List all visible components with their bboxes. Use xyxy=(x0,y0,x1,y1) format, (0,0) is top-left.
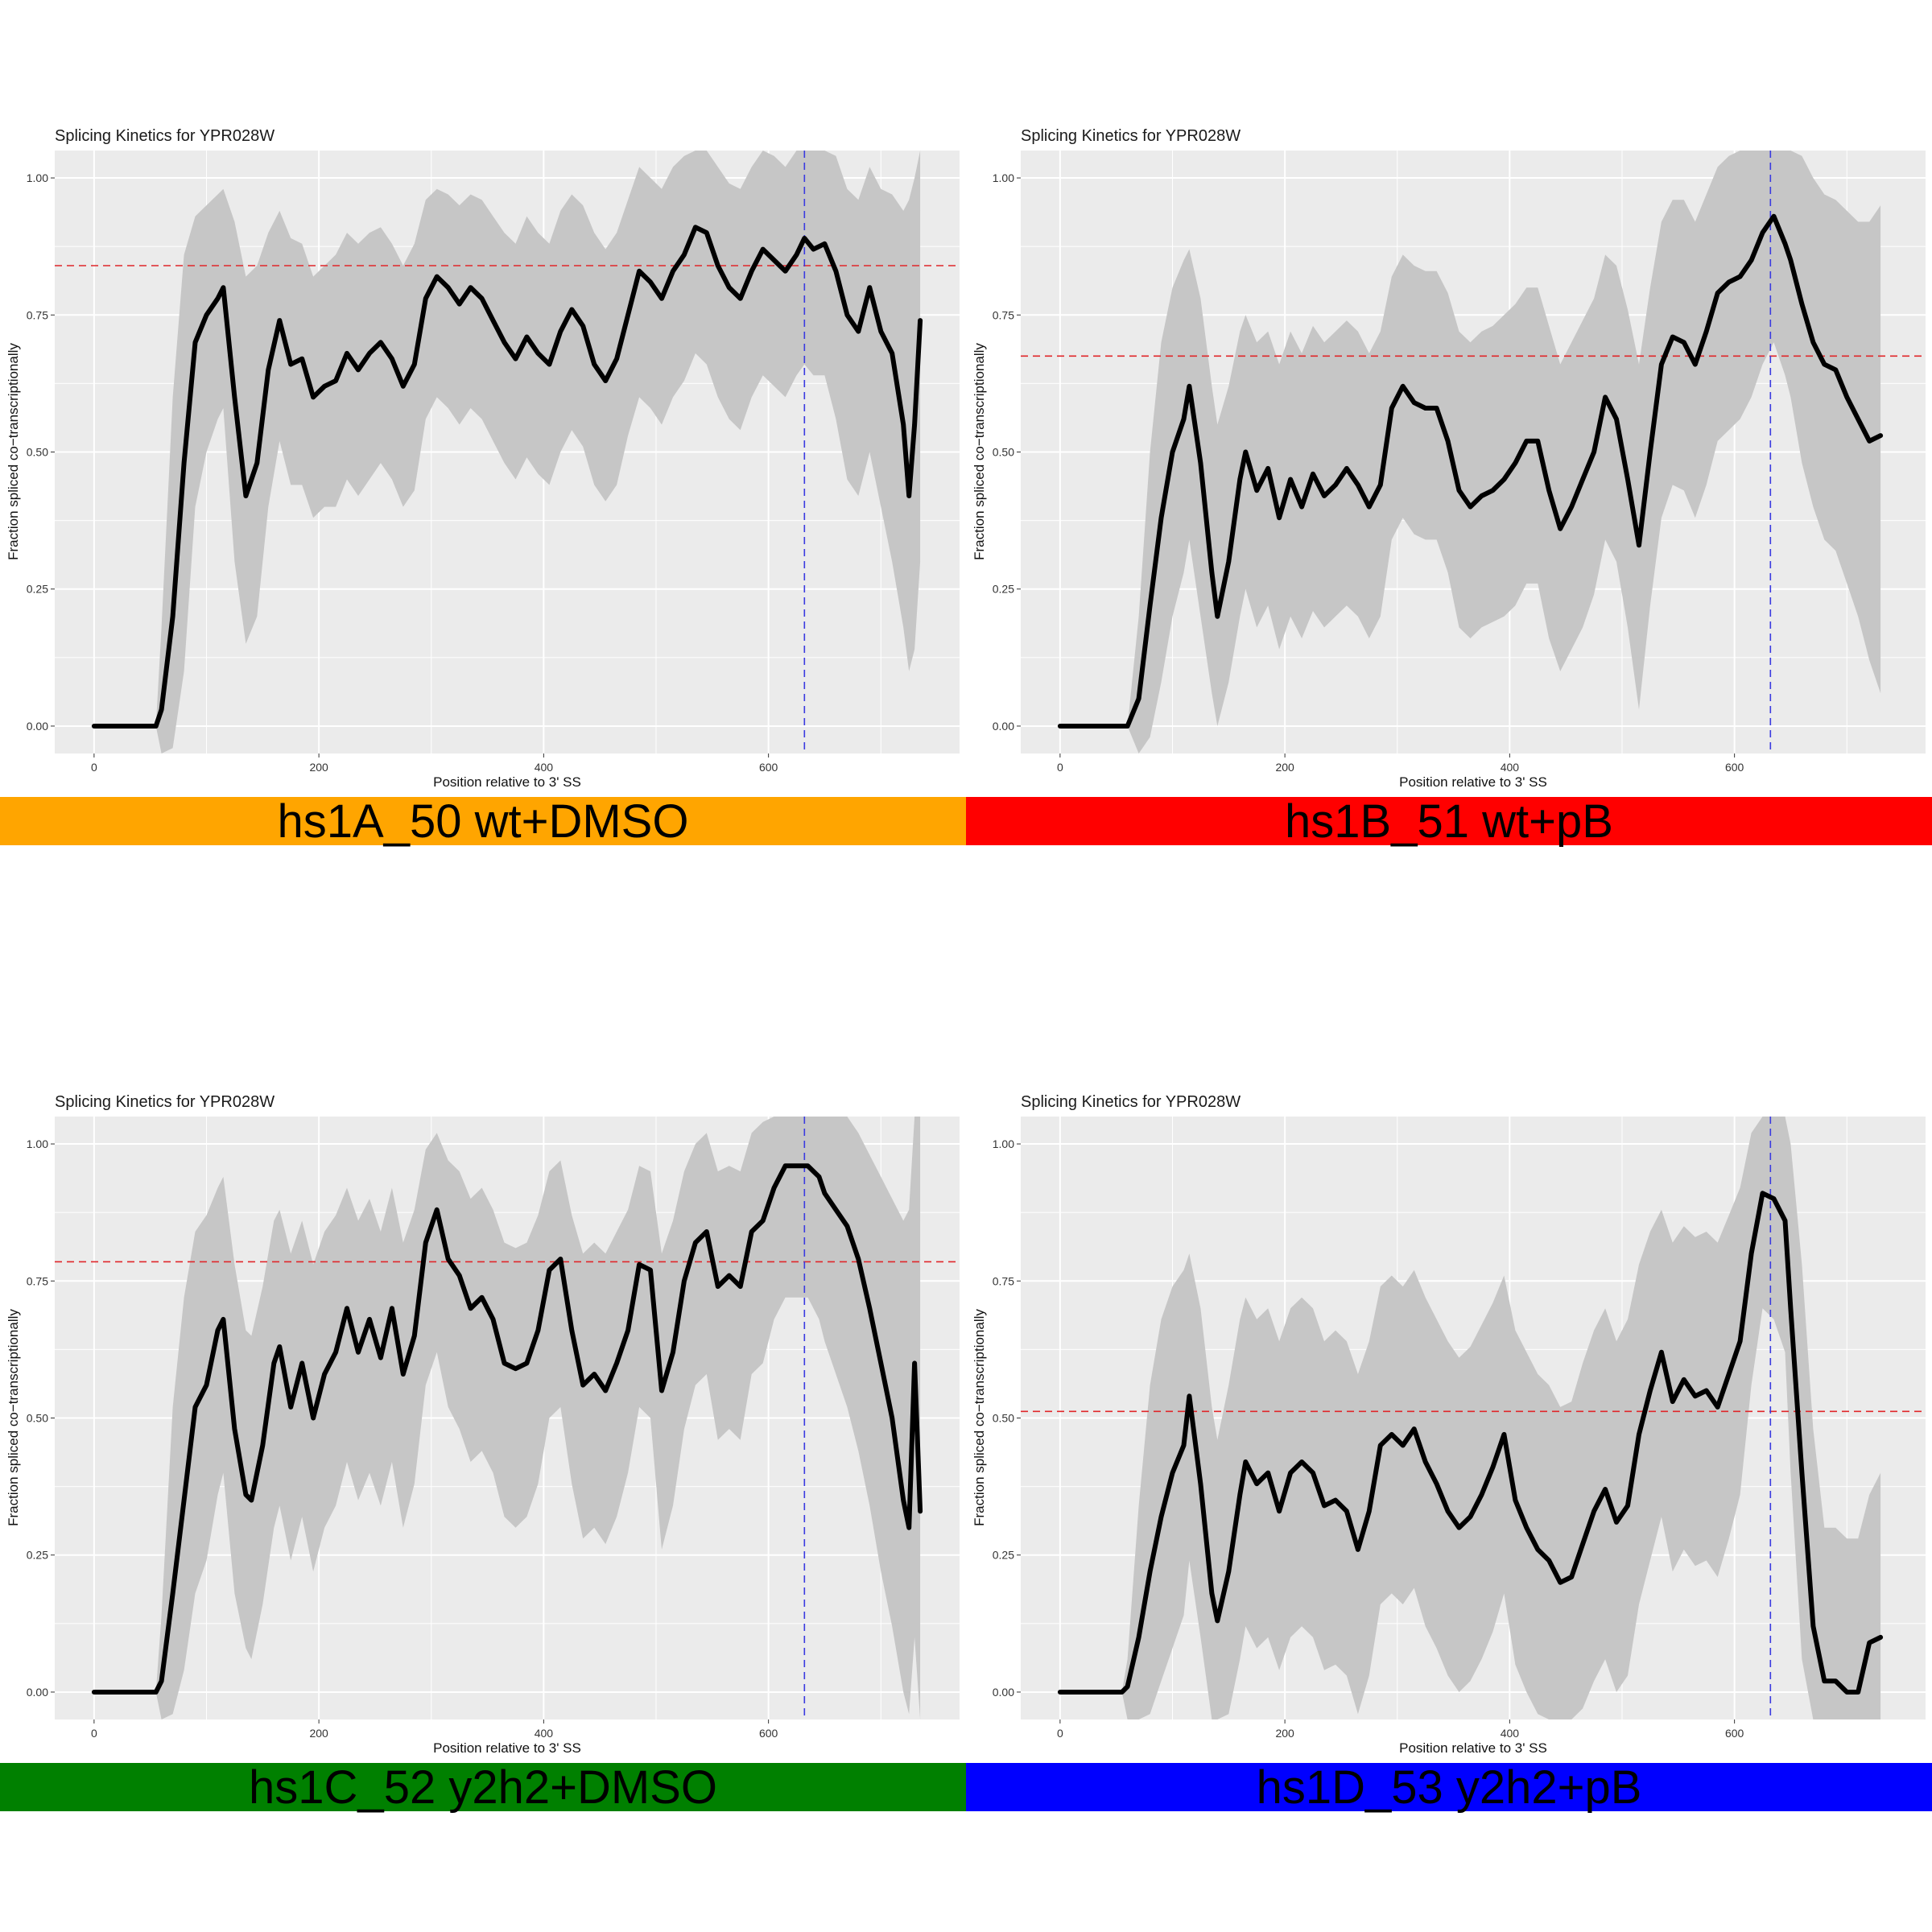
x-tick-label: 400 xyxy=(1501,761,1520,774)
y-tick-label: 1.00 xyxy=(993,1137,1014,1150)
x-tick-labels: 0 200 400 600 xyxy=(91,753,778,774)
y-tick-label: 0.25 xyxy=(993,583,1014,596)
y-tick-labels: 0.00 0.25 0.50 0.75 1.00 xyxy=(993,1137,1021,1699)
y-tick-label: 1.00 xyxy=(27,171,48,184)
chart-hs1d: Splicing Kinetics for YPR028W 0.000.250.… xyxy=(972,1093,1926,1756)
y-tick-label: 1.00 xyxy=(27,1137,48,1150)
x-axis-label: Position relative to 3' SS xyxy=(433,774,581,790)
y-tick-label: 0.00 xyxy=(27,720,48,733)
y-tick-label: 0.00 xyxy=(27,1686,48,1699)
y-tick-label: 0.00 xyxy=(993,720,1014,733)
series-line xyxy=(91,225,923,729)
y-axis-label: Fraction spliced co−transcriptionally xyxy=(6,343,21,560)
y-tick-labels: 0.00 0.25 0.50 0.75 1.00 xyxy=(27,171,55,733)
y-tick-label: 0.75 xyxy=(27,1274,48,1287)
y-tick-label: 0.25 xyxy=(993,1549,1014,1562)
panel-hs1b: Splicing Kinetics for YPR028W 0.00 0.25 0.… xyxy=(966,0,1932,966)
x-tick-label: 600 xyxy=(759,1727,778,1740)
chart-title: Splicing Kinetics for YPR028W xyxy=(1021,127,1241,145)
y-axis-label: Fraction spliced co−transcriptionally xyxy=(6,1309,21,1526)
ci-band-area xyxy=(1059,151,1881,753)
x-tick-label: 600 xyxy=(1725,1727,1744,1740)
chart-hs1c: Splicing Kinetics for YPR028W 0.000.250.… xyxy=(6,1093,960,1756)
chart-hs1a: Splicing Kinetics for YPR028W 0.000.250.… xyxy=(6,127,960,790)
x-tick-labels: 0 200 400 600 xyxy=(1057,1719,1744,1740)
x-tick-label: 400 xyxy=(1501,1727,1520,1740)
y-tick-label: 0.50 xyxy=(27,1412,48,1425)
y-tick-label: 0.50 xyxy=(993,1412,1014,1425)
spliced-fraction-series xyxy=(91,1163,923,1695)
y-tick-label: 0.50 xyxy=(993,446,1014,459)
ci-band-area xyxy=(93,151,921,753)
y-tick-label: 1.00 xyxy=(993,171,1014,184)
chart-hs1b: Splicing Kinetics for YPR028W 0.000.250.… xyxy=(972,127,1926,790)
sample-label-banner: hs1C_52 y2h2+DMSO xyxy=(0,1761,966,1814)
ci-band-area xyxy=(1059,1117,1881,1719)
chart-title: Splicing Kinetics for YPR028W xyxy=(1021,1093,1241,1111)
x-axis-label: Position relative to 3' SS xyxy=(1399,774,1547,790)
panel-hs1a: Splicing Kinetics for YPR028W 0.00 0.25 0.… xyxy=(0,0,966,966)
x-tick-labels: 0 200 400 600 xyxy=(91,1719,778,1740)
y-tick-label: 0.75 xyxy=(27,308,48,321)
x-tick-label: 600 xyxy=(759,761,778,774)
x-tick-label: 200 xyxy=(1275,761,1294,774)
confidence-band xyxy=(1059,1117,1881,1719)
y-axis-label: Fraction spliced co−transcriptionally xyxy=(972,1309,987,1526)
series-line xyxy=(1057,213,1884,729)
panel-hs1d: Splicing Kinetics for YPR028W 0.00 0.25 0.… xyxy=(966,966,1932,1932)
x-tick-label: 200 xyxy=(1275,1727,1294,1740)
chart-title: Splicing Kinetics for YPR028W xyxy=(55,1093,275,1111)
x-axis-label: Position relative to 3' SS xyxy=(1399,1740,1547,1756)
x-tick-label: 0 xyxy=(91,761,97,774)
chart-title: Splicing Kinetics for YPR028W xyxy=(55,127,275,145)
y-tick-label: 0.00 xyxy=(993,1686,1014,1699)
confidence-band xyxy=(1059,151,1881,753)
x-tick-label: 200 xyxy=(309,1727,328,1740)
y-tick-label: 0.25 xyxy=(27,583,48,596)
x-axis-label: Position relative to 3' SS xyxy=(433,1740,581,1756)
x-tick-label: 400 xyxy=(535,1727,554,1740)
x-tick-label: 200 xyxy=(309,761,328,774)
x-tick-label: 400 xyxy=(535,761,554,774)
series-line xyxy=(1057,1191,1884,1695)
confidence-band xyxy=(93,151,921,753)
y-axis-label: Fraction spliced co−transcriptionally xyxy=(972,343,987,560)
x-tick-label: 0 xyxy=(1057,1727,1063,1740)
x-tick-label: 0 xyxy=(91,1727,97,1740)
y-tick-labels: 0.00 0.25 0.50 0.75 1.00 xyxy=(27,1137,55,1699)
series-line xyxy=(91,1163,923,1695)
x-tick-label: 600 xyxy=(1725,761,1744,774)
y-tick-label: 0.50 xyxy=(27,446,48,459)
y-tick-label: 0.25 xyxy=(27,1549,48,1562)
y-tick-label: 0.75 xyxy=(993,1274,1014,1287)
spliced-fraction-series xyxy=(91,225,923,729)
x-tick-labels: 0 200 400 600 xyxy=(1057,753,1744,774)
sample-label-banner: hs1A_50 wt+DMSO xyxy=(0,795,966,848)
panel-hs1c: Splicing Kinetics for YPR028W 0.00 0.25 0.… xyxy=(0,966,966,1932)
sample-label-banner: hs1B_51 wt+pB xyxy=(966,795,1932,848)
spliced-fraction-series xyxy=(1057,1191,1884,1695)
spliced-fraction-series xyxy=(1057,213,1884,729)
y-tick-label: 0.75 xyxy=(993,308,1014,321)
x-tick-label: 0 xyxy=(1057,761,1063,774)
y-tick-labels: 0.00 0.25 0.50 0.75 1.00 xyxy=(993,171,1021,733)
sample-label-banner: hs1D_53 y2h2+pB xyxy=(966,1761,1932,1814)
